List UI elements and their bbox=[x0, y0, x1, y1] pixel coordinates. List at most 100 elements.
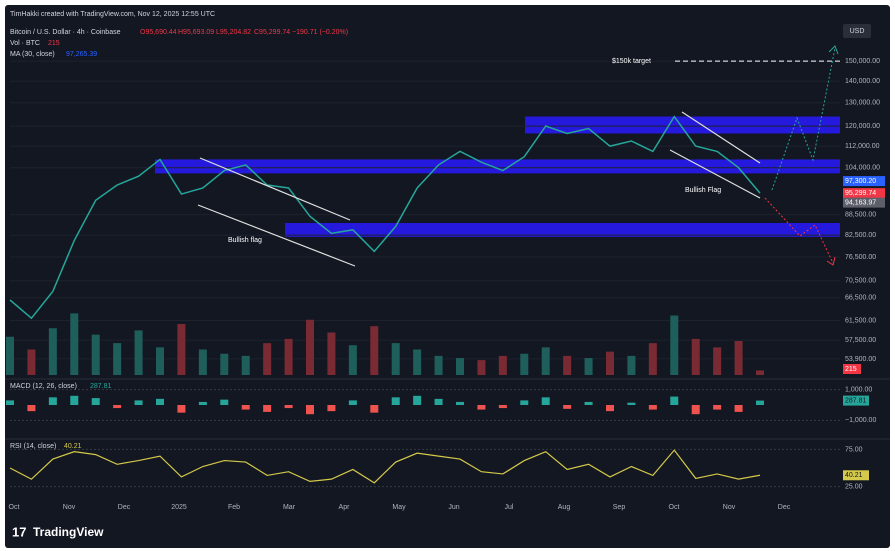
volume-bar bbox=[70, 313, 79, 375]
macd-bar bbox=[306, 405, 314, 415]
volume-bar bbox=[48, 328, 57, 375]
volume-bar bbox=[113, 343, 122, 375]
x-tick-label: Dec bbox=[118, 504, 131, 511]
price-badge bbox=[843, 197, 885, 208]
volume-bar bbox=[563, 355, 572, 375]
currency-label[interactable]: USD bbox=[850, 28, 865, 35]
ohlc-value: H95,693.09 bbox=[178, 29, 214, 36]
volume-bar bbox=[370, 326, 379, 375]
projection-down bbox=[764, 197, 834, 264]
zone bbox=[155, 159, 840, 174]
macd-bar bbox=[177, 405, 186, 413]
brand-logo: 17 bbox=[12, 524, 26, 539]
volume-bar bbox=[520, 353, 529, 375]
brand: 17 TradingView bbox=[12, 524, 104, 539]
pane-legend: RSI (14, close) bbox=[10, 443, 56, 450]
price-badge bbox=[843, 176, 885, 187]
macd-bar bbox=[563, 405, 572, 409]
x-tick-label: Oct bbox=[669, 504, 680, 511]
arrow-head bbox=[828, 45, 839, 55]
y-tick-label: 61,500.00 bbox=[845, 317, 876, 324]
macd-bar bbox=[756, 400, 764, 405]
macd-bar bbox=[70, 395, 79, 405]
volume-bar bbox=[648, 343, 657, 375]
x-tick-label: Nov bbox=[63, 504, 76, 511]
pane-legend-value: 287.81 bbox=[90, 383, 112, 390]
y-tick-label: 53,900.00 bbox=[845, 356, 876, 363]
x-tick-label: Sep bbox=[613, 504, 626, 511]
volume-bar bbox=[691, 338, 700, 375]
arrow-head bbox=[826, 256, 836, 266]
y-tick-label: 104,000.00 bbox=[845, 165, 880, 172]
flag-line bbox=[669, 149, 761, 199]
volume-bar bbox=[284, 338, 293, 375]
price-line bbox=[9, 115, 761, 320]
macd-bar bbox=[134, 400, 143, 405]
ohlc-value: L95,204.82 bbox=[216, 29, 251, 36]
ohlc-value: −190.71 (−0.20%) bbox=[292, 29, 348, 36]
macd-bar bbox=[606, 405, 614, 412]
volume-bar bbox=[241, 355, 250, 375]
x-tick-label: Jun bbox=[448, 504, 459, 511]
y-tick-label: 25.00 bbox=[845, 483, 863, 490]
volume-bar bbox=[413, 349, 422, 375]
macd-bar bbox=[6, 400, 14, 405]
zone bbox=[285, 222, 840, 237]
x-tick-label: Jul bbox=[505, 504, 514, 511]
macd-bar bbox=[220, 399, 229, 405]
ohlc-value: C95,299.74 bbox=[254, 29, 290, 36]
x-tick-label: Feb bbox=[228, 504, 240, 511]
volume-bar bbox=[177, 324, 186, 375]
macd-bar bbox=[477, 405, 486, 410]
y-tick-label: 66,500.00 bbox=[845, 295, 876, 302]
macd-bar bbox=[627, 402, 636, 405]
x-tick-label: Apr bbox=[339, 504, 351, 511]
last-badge bbox=[843, 395, 869, 406]
x-tick-label: Dec bbox=[778, 504, 791, 511]
y-tick-label: 57,500.00 bbox=[845, 337, 876, 344]
y-tick-label: 76,500.00 bbox=[845, 254, 876, 261]
macd-bar bbox=[648, 405, 657, 410]
y-tick-label: 82,500.00 bbox=[845, 232, 876, 239]
x-tick-label: 2025 bbox=[171, 504, 187, 511]
macd-bar bbox=[284, 405, 293, 409]
y-tick-label: 150,000.00 bbox=[845, 58, 880, 65]
volume-bar bbox=[456, 358, 464, 375]
rsi-line bbox=[9, 449, 761, 484]
macd-bar bbox=[498, 405, 507, 409]
y-tick-label: 1,000.00 bbox=[845, 387, 872, 394]
volume-bar bbox=[263, 343, 272, 375]
volume-bar bbox=[220, 353, 229, 375]
y-tick-label: −1,000.00 bbox=[845, 417, 876, 424]
volume-bar bbox=[306, 319, 314, 375]
currency-button[interactable] bbox=[843, 24, 871, 38]
macd-bar bbox=[263, 405, 272, 412]
last-badge-label: 40.21 bbox=[845, 472, 863, 479]
last-badge bbox=[843, 470, 869, 481]
x-tick-label: Oct bbox=[9, 504, 20, 511]
pane-legend: MACD (12, 26, close) bbox=[10, 383, 77, 390]
volume-bar bbox=[756, 370, 764, 375]
x-tick-label: Nov bbox=[723, 504, 736, 511]
macd-bar bbox=[456, 401, 464, 405]
ohlc-value: O95,690.44 bbox=[140, 29, 177, 36]
macd-bar bbox=[241, 405, 250, 410]
brand-name: TradingView bbox=[33, 525, 104, 539]
macd-bar bbox=[198, 401, 207, 405]
volume-bar bbox=[6, 336, 14, 375]
macd-bar bbox=[691, 405, 700, 415]
volume-bar bbox=[627, 355, 636, 375]
ma-legend: MA (30, close) bbox=[10, 51, 55, 58]
macd-bar bbox=[520, 400, 529, 405]
volume-badge-label: 215 bbox=[845, 366, 857, 373]
y-tick-label: 75.00 bbox=[845, 446, 863, 453]
volume-bar bbox=[606, 351, 614, 375]
volume-bar bbox=[348, 345, 357, 375]
macd-bar bbox=[413, 395, 422, 405]
macd-bar bbox=[670, 396, 679, 405]
flag-label: Bullish Flag bbox=[685, 187, 721, 194]
y-tick-label: 112,000.00 bbox=[845, 143, 880, 150]
volume-bar bbox=[134, 330, 143, 375]
macd-bar bbox=[541, 397, 550, 405]
